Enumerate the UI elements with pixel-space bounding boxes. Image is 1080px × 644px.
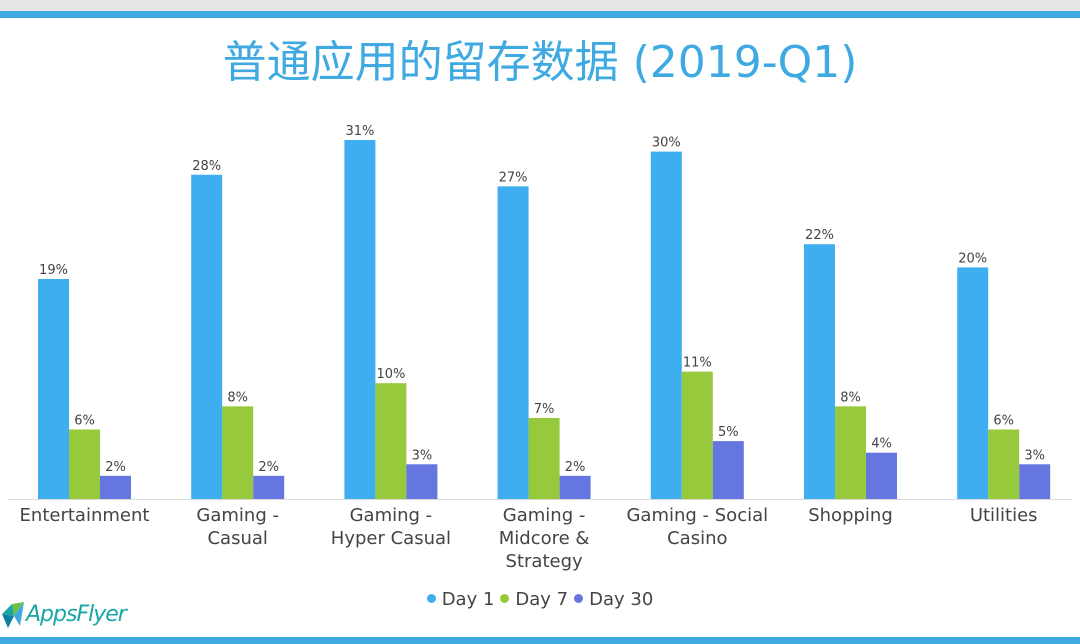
category-label-4: Gaming - Social Casino — [626, 505, 768, 549]
data-label-day-7-1: 8% — [227, 390, 248, 405]
legend-item-day-30: Day 30 — [574, 589, 653, 610]
bar-day-30-5 — [866, 452, 897, 499]
data-label-day-30-1: 2% — [258, 460, 279, 475]
bar-day-7-6 — [988, 429, 1020, 499]
legend-label-day-1: Day 1 — [441, 589, 495, 610]
data-label-day-7-5: 8% — [840, 390, 861, 405]
bar-day-30-6 — [1019, 464, 1051, 499]
bar-day-7-2 — [375, 383, 407, 499]
legend-item-day-1: Day 1 — [426, 589, 495, 610]
data-label-day-30-4: 5% — [718, 425, 739, 440]
bar-day-1-5 — [804, 244, 835, 499]
appsflyer-logo-text: AppsFlyer — [26, 602, 127, 627]
bar-day-1-1 — [191, 174, 223, 499]
bar-day-1-4 — [650, 151, 682, 499]
bar-day-1-3 — [497, 186, 529, 499]
bar-day-30-3 — [559, 475, 591, 499]
appsflyer-logo-icon — [2, 602, 24, 628]
category-label-6: Utilities — [970, 505, 1038, 526]
bar-day-30-1 — [253, 475, 285, 499]
chart-title: 普通应用的留存数据 (2019-Q1) — [222, 37, 858, 88]
data-label-day-7-6: 6% — [993, 414, 1014, 429]
bar-day-1-0 — [38, 278, 69, 499]
data-label-day-7-0: 6% — [74, 414, 95, 429]
data-label-day-30-3: 2% — [565, 460, 586, 475]
legend-label-day-7: Day 7 — [515, 589, 569, 610]
data-label-day-1-0: 19% — [39, 263, 68, 278]
data-label-day-7-4: 11% — [683, 356, 712, 371]
legend: Day 1 Day 7 Day 30 — [0, 589, 1080, 610]
data-label-day-1-6: 20% — [958, 251, 987, 266]
data-label-day-30-2: 3% — [412, 448, 433, 463]
bar-day-7-5 — [835, 406, 866, 499]
data-label-day-1-1: 28% — [192, 159, 221, 174]
category-label-1: Gaming -Casual — [196, 505, 279, 549]
bar-day-7-4 — [681, 371, 713, 499]
bar-day-1-6 — [957, 267, 989, 499]
data-label-day-30-6: 3% — [1024, 448, 1045, 463]
legend-swatch-day-1 — [426, 593, 436, 603]
category-label-0: Entertainment — [20, 505, 150, 526]
bar-day-30-0 — [100, 475, 131, 499]
category-label-3: Gaming -Midcore & Strategy — [499, 505, 590, 572]
legend-label-day-30: Day 30 — [589, 589, 654, 610]
top-strip — [0, 0, 1080, 11]
data-label-day-30-5: 4% — [871, 437, 892, 452]
legend-item-day-7: Day 7 — [500, 589, 568, 610]
data-label-day-7-3: 7% — [534, 402, 555, 417]
bar-day-30-4 — [712, 441, 744, 499]
bar-day-1-2 — [344, 140, 376, 499]
bar-day-30-2 — [406, 464, 438, 499]
data-label-day-1-5: 22% — [805, 228, 834, 243]
bar-day-7-3 — [528, 417, 560, 499]
bottom-accent-bar — [0, 637, 1080, 644]
appsflyer-logo: AppsFlyer — [0, 598, 130, 634]
data-label-day-30-0: 2% — [105, 460, 126, 475]
data-label-day-1-3: 27% — [499, 170, 528, 185]
bar-day-7-1 — [222, 406, 254, 499]
legend-swatch-day-7 — [500, 593, 510, 603]
data-label-day-1-4: 30% — [652, 136, 681, 151]
bar-day-7-0 — [69, 429, 100, 499]
data-label-day-1-2: 31% — [345, 124, 374, 139]
legend-swatch-day-30 — [574, 593, 584, 603]
category-label-2: Gaming -Hyper Casual — [331, 505, 451, 549]
category-label-5: Shopping — [808, 505, 893, 526]
top-accent-bar — [0, 11, 1080, 18]
data-label-day-7-2: 10% — [376, 367, 405, 382]
